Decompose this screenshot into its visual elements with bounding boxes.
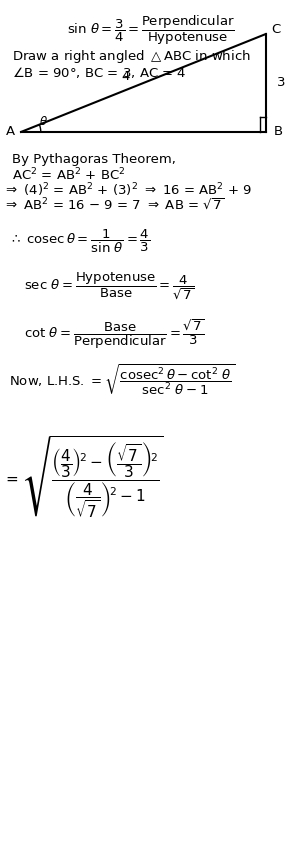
Text: AC$^2$ = AB$^2$ + BC$^2$: AC$^2$ = AB$^2$ + BC$^2$	[12, 167, 126, 184]
Text: $\Rightarrow$ (4)$^2$ = AB$^2$ + (3)$^2$ $\Rightarrow$ 16 = AB$^2$ + 9: $\Rightarrow$ (4)$^2$ = AB$^2$ + (3)$^2$…	[3, 181, 252, 199]
Text: $\cot\,\theta = \dfrac{\mathrm{Base}}{\mathrm{Perpendicular}} = \dfrac{\sqrt{7}}: $\cot\,\theta = \dfrac{\mathrm{Base}}{\m…	[24, 317, 205, 351]
Text: $\angle$B = 90°, BC = 3, AC = 4: $\angle$B = 90°, BC = 3, AC = 4	[12, 65, 187, 80]
Text: A: A	[6, 125, 15, 139]
Text: 3: 3	[277, 77, 285, 89]
Text: Draw a right angled $\triangle$ABC in which: Draw a right angled $\triangle$ABC in wh…	[12, 48, 251, 65]
Text: By Pythagoras Theorem,: By Pythagoras Theorem,	[12, 153, 176, 166]
Text: $\sin\,\theta = \dfrac{3}{4} = \dfrac{\mathrm{Perpendicular}}{\mathrm{Hypotenuse: $\sin\,\theta = \dfrac{3}{4} = \dfrac{\m…	[67, 14, 235, 47]
Text: 4: 4	[121, 70, 130, 83]
Text: $\Rightarrow$ AB$^2$ = 16 − 9 = 7 $\Rightarrow$ AB = $\sqrt{7}$: $\Rightarrow$ AB$^2$ = 16 − 9 = 7 $\Righ…	[3, 197, 225, 213]
Text: $= \sqrt{\dfrac{\left(\dfrac{4}{3}\right)^{\!2} - \left(\dfrac{\sqrt{7}}{3}\righ: $= \sqrt{\dfrac{\left(\dfrac{4}{3}\right…	[3, 434, 163, 520]
Text: C: C	[272, 23, 281, 37]
Text: Now, L.H.S. $= \sqrt{\dfrac{\mathrm{cosec}^2\,\theta - \cot^2\,\theta}{\sec^2\,\: Now, L.H.S. $= \sqrt{\dfrac{\mathrm{cose…	[9, 363, 235, 397]
Text: B: B	[273, 125, 282, 139]
Text: $\sec\,\theta = \dfrac{\mathrm{Hypotenuse}}{\mathrm{Base}} = \dfrac{4}{\sqrt{7}}: $\sec\,\theta = \dfrac{\mathrm{Hypotenus…	[24, 271, 195, 302]
Text: $\theta$: $\theta$	[39, 115, 48, 129]
Text: $\therefore\;\mathrm{cosec}\,\theta = \dfrac{1}{\sin\,\theta} = \dfrac{4}{3}$: $\therefore\;\mathrm{cosec}\,\theta = \d…	[9, 228, 150, 255]
